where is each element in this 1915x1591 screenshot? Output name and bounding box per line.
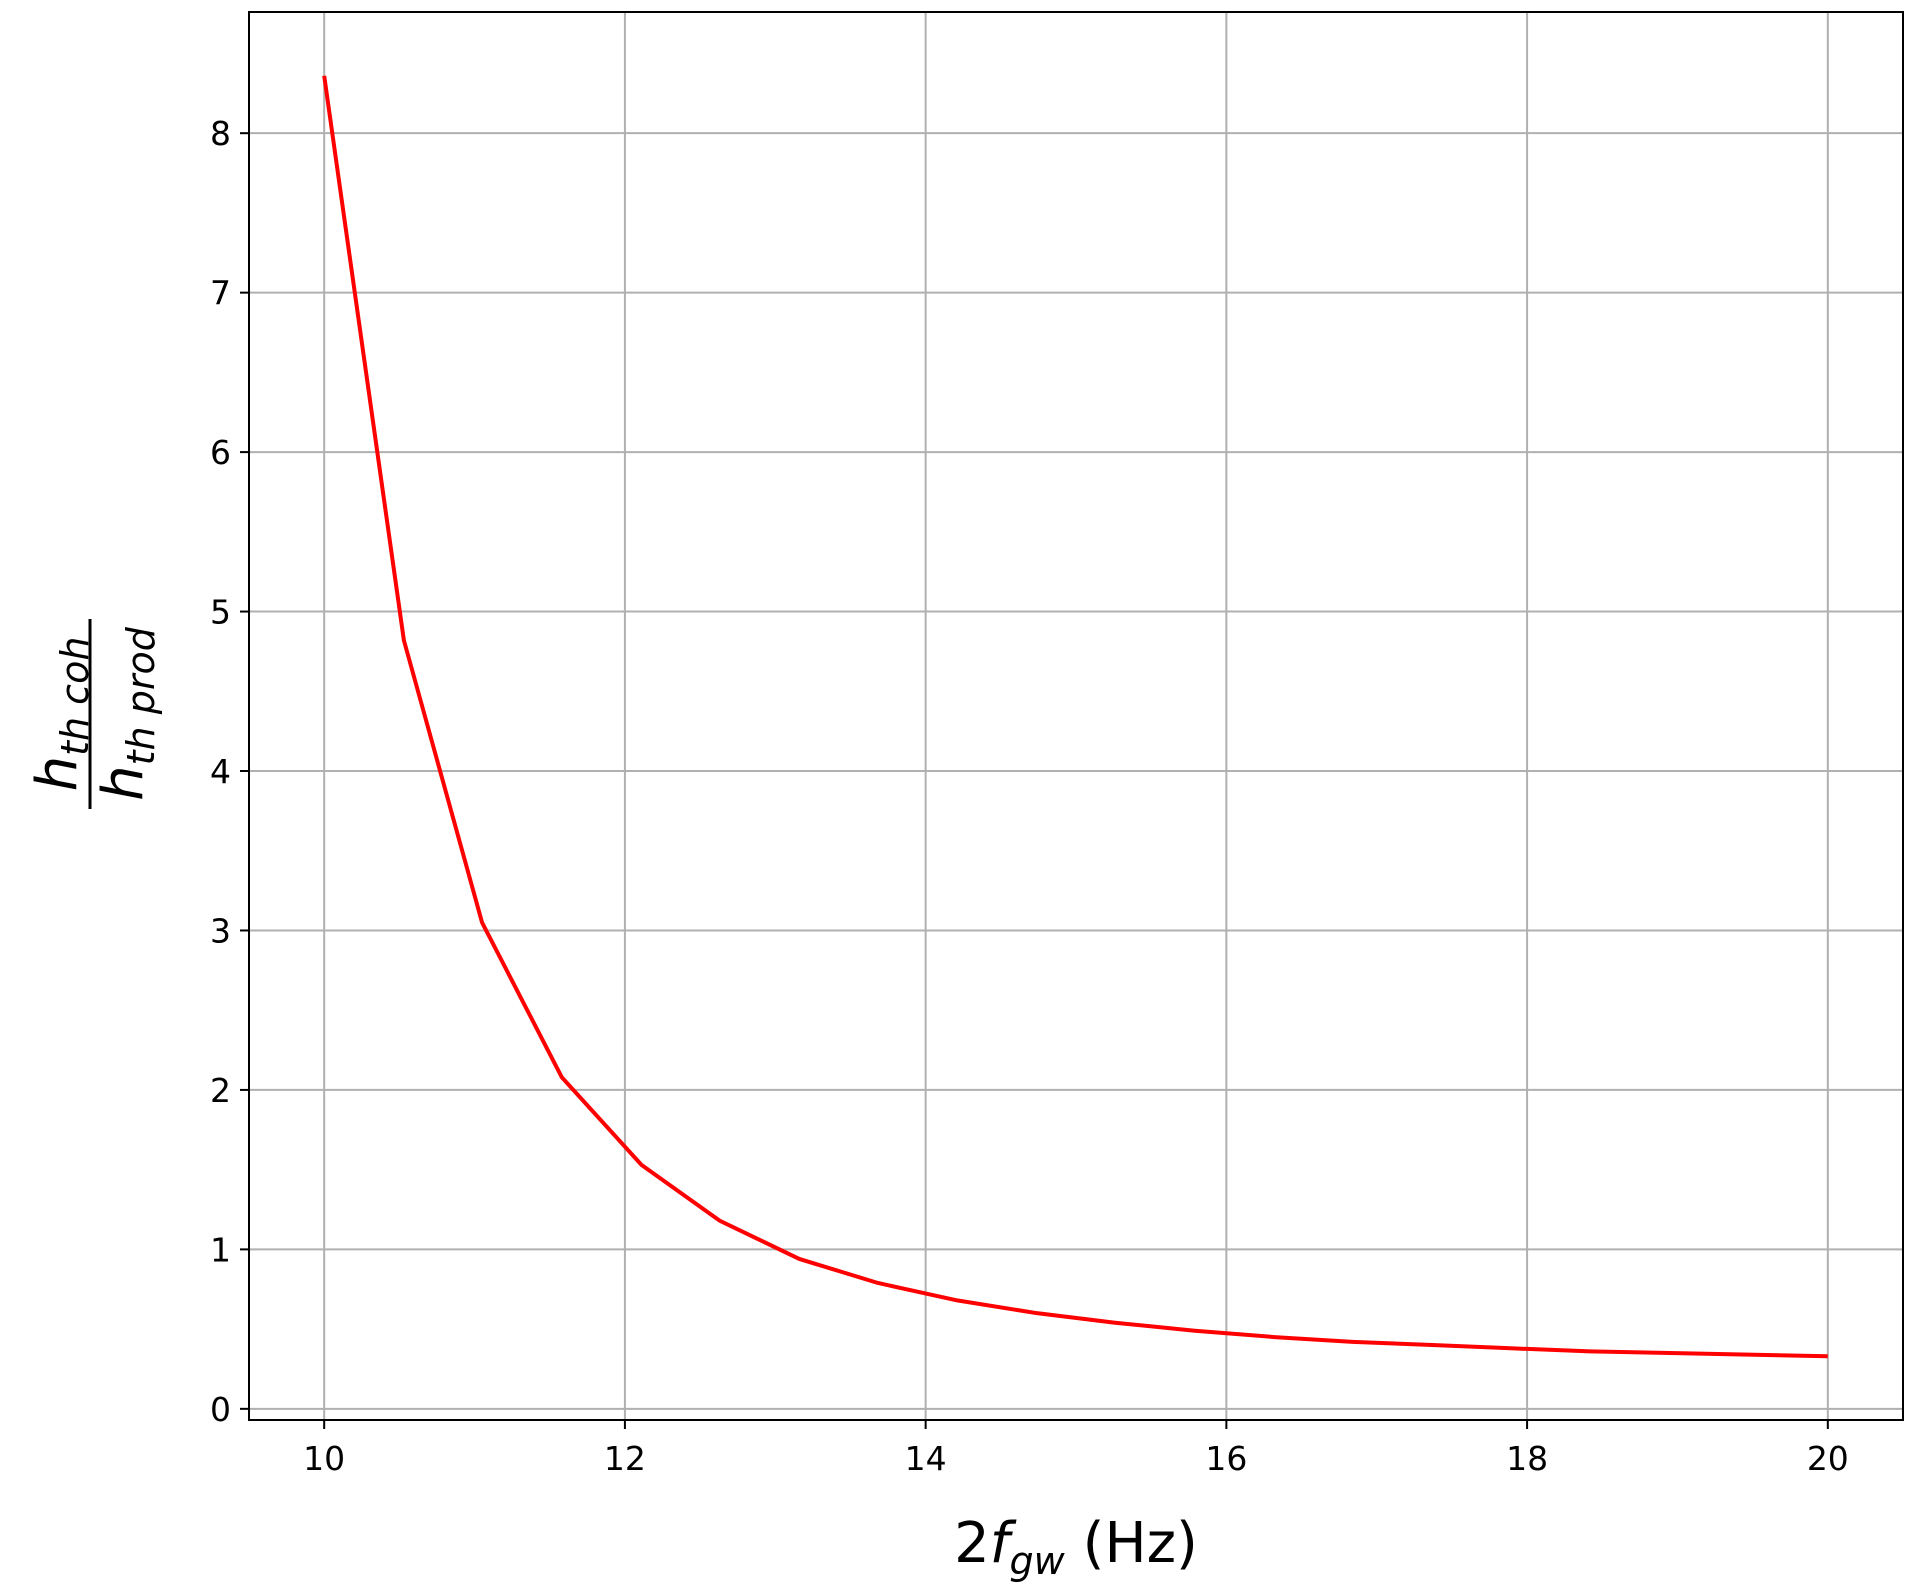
x-label-sub: gw (1009, 1539, 1065, 1583)
x-tick-label: 10 (303, 1439, 345, 1478)
y-label-num-var: h (25, 756, 90, 792)
y-label-den-sub: th prod (119, 626, 163, 765)
x-axis-label: 2fgw (Hz) (954, 1511, 1198, 1583)
y-tick-label: 8 (210, 114, 231, 153)
x-tick-label: 18 (1506, 1439, 1548, 1478)
y-label-den: hth prod (91, 626, 163, 801)
y-label-den-var: h (91, 765, 156, 801)
y-tick-label: 7 (210, 274, 231, 313)
y-tick-label: 6 (210, 433, 231, 472)
x-label-unit: (Hz) (1083, 1511, 1198, 1576)
y-tick-label: 0 (210, 1390, 231, 1429)
y-tick-label: 2 (210, 1071, 231, 1110)
y-tick-label: 1 (210, 1230, 231, 1269)
y-tick-label: 5 (210, 593, 231, 632)
y-tick-label: 3 (210, 911, 231, 950)
x-label-main: 2 (954, 1511, 990, 1576)
x-tick-label: 16 (1205, 1439, 1247, 1478)
y-axis-label: hth coh hth prod (25, 619, 163, 809)
x-tick-label: 14 (905, 1439, 947, 1478)
plot-frame (248, 11, 1904, 1421)
y-tick-label: 4 (210, 752, 231, 791)
x-tick-label: 20 (1807, 1439, 1849, 1478)
data-line (322, 75, 1828, 1359)
y-label-num: hth coh (25, 637, 97, 792)
x-tick-label: 12 (604, 1439, 646, 1478)
